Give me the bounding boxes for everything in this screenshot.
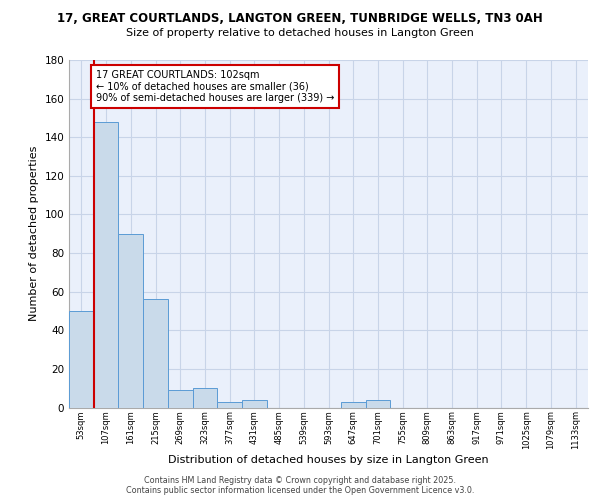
Bar (341, 402, 365, 407)
Bar (217, 402, 242, 407)
Bar (365, 400, 390, 407)
Bar (168, 390, 193, 407)
Y-axis label: Number of detached properties: Number of detached properties (29, 146, 39, 322)
Bar (143, 300, 168, 408)
Bar (69, 311, 94, 408)
X-axis label: Distribution of detached houses by size in Langton Green: Distribution of detached houses by size … (168, 455, 489, 465)
Text: 17, GREAT COURTLANDS, LANGTON GREEN, TUNBRIDGE WELLS, TN3 0AH: 17, GREAT COURTLANDS, LANGTON GREEN, TUN… (57, 12, 543, 26)
Text: Size of property relative to detached houses in Langton Green: Size of property relative to detached ho… (126, 28, 474, 38)
Text: Contains public sector information licensed under the Open Government Licence v3: Contains public sector information licen… (126, 486, 474, 495)
Text: Contains HM Land Registry data © Crown copyright and database right 2025.: Contains HM Land Registry data © Crown c… (144, 476, 456, 485)
Bar (242, 400, 267, 407)
Text: 17 GREAT COURTLANDS: 102sqm
← 10% of detached houses are smaller (36)
90% of sem: 17 GREAT COURTLANDS: 102sqm ← 10% of det… (96, 70, 335, 103)
Bar (118, 234, 143, 408)
Bar (94, 122, 118, 408)
Bar (193, 388, 217, 407)
